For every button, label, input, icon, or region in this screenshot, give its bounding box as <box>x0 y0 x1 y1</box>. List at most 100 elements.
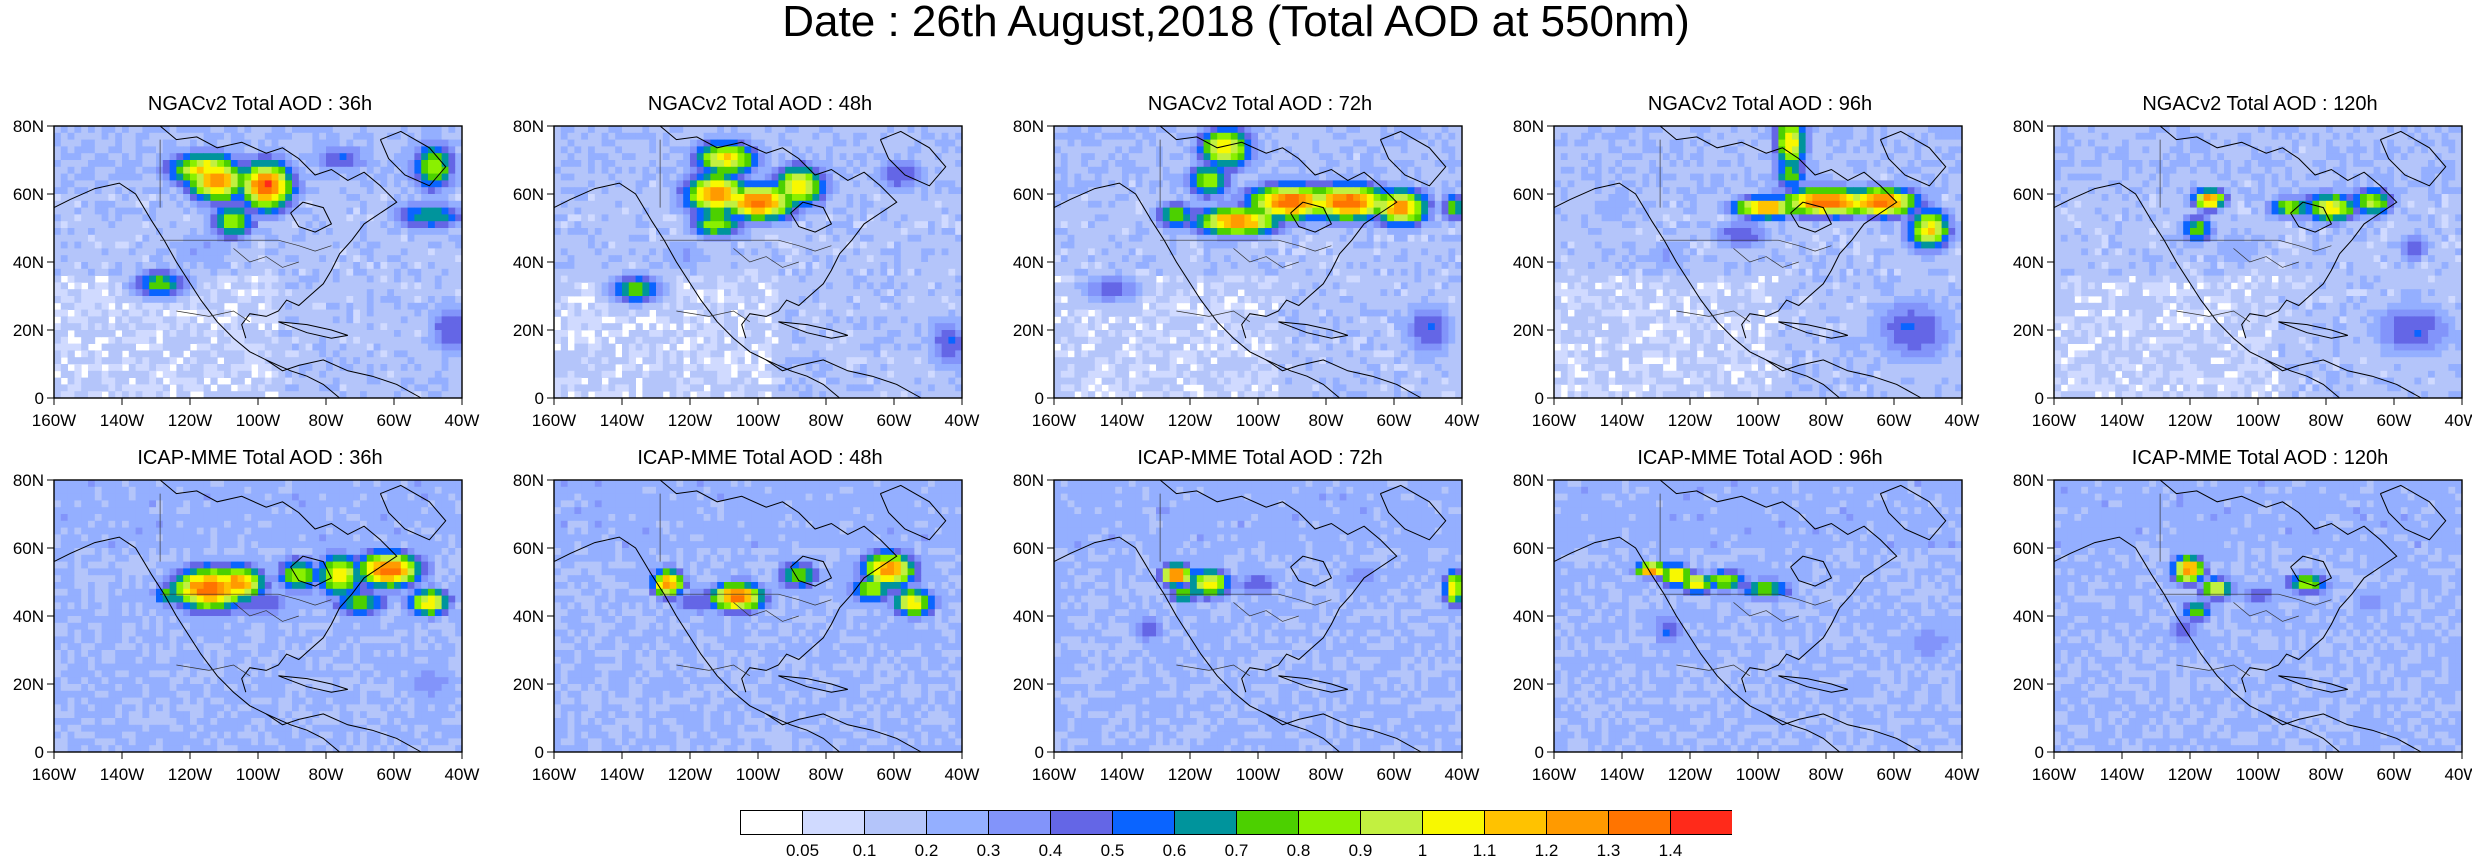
x-tick-label: 120W <box>668 411 712 430</box>
y-tick-label: 20N <box>13 321 44 340</box>
y-tick-label: 20N <box>1513 321 1544 340</box>
colorbar-box <box>1361 811 1423 835</box>
y-tick-label: 80N <box>513 117 544 136</box>
x-tick-label: 100W <box>1236 765 1280 784</box>
colorbar-label: 0.6 <box>1163 841 1187 860</box>
aod-field <box>1554 480 1962 752</box>
y-tick-label: 80N <box>1013 471 1044 490</box>
y-tick-label: 0 <box>1535 389 1544 408</box>
y-tick-label: 40N <box>2013 607 2044 626</box>
x-tick-label: 140W <box>1100 411 1144 430</box>
colorbar-box <box>1609 811 1671 835</box>
y-tick-label: 0 <box>535 389 544 408</box>
x-tick-label: 60W <box>2377 411 2412 430</box>
x-tick-label: 60W <box>1377 411 1412 430</box>
aod-field <box>54 126 462 398</box>
x-tick-label: 60W <box>1377 765 1412 784</box>
y-tick-label: 0 <box>35 389 44 408</box>
y-tick-label: 0 <box>35 743 44 762</box>
aod-field <box>554 126 962 398</box>
y-tick-label: 20N <box>513 321 544 340</box>
y-tick-label: 40N <box>1013 253 1044 272</box>
y-tick-label: 80N <box>2013 471 2044 490</box>
x-tick-label: 120W <box>2168 765 2212 784</box>
x-tick-label: 80W <box>1809 411 1844 430</box>
x-tick-label: 100W <box>2236 765 2280 784</box>
x-tick-label: 160W <box>1032 411 1076 430</box>
x-tick-label: 60W <box>877 411 912 430</box>
y-tick-label: 60N <box>1513 539 1544 558</box>
y-tick-label: 40N <box>513 607 544 626</box>
y-tick-label: 20N <box>1013 321 1044 340</box>
colorbar-box <box>1671 811 1733 835</box>
colorbar-label: 1.4 <box>1659 841 1683 860</box>
x-tick-label: 160W <box>532 765 576 784</box>
y-tick-label: 20N <box>1013 675 1044 694</box>
x-tick-label: 40W <box>2445 411 2472 430</box>
y-tick-label: 40N <box>513 253 544 272</box>
x-tick-label: 120W <box>2168 411 2212 430</box>
x-tick-label: 100W <box>1736 765 1780 784</box>
y-tick-label: 60N <box>13 185 44 204</box>
y-tick-label: 0 <box>535 743 544 762</box>
x-tick-label: 120W <box>168 411 212 430</box>
colorbar-box <box>1051 811 1113 835</box>
y-tick-label: 60N <box>1013 539 1044 558</box>
aod-field <box>2054 126 2462 398</box>
y-tick-label: 20N <box>13 675 44 694</box>
y-tick-label: 0 <box>1035 743 1044 762</box>
y-tick-label: 20N <box>2013 321 2044 340</box>
x-tick-label: 120W <box>168 765 212 784</box>
x-tick-label: 60W <box>377 411 412 430</box>
x-tick-label: 40W <box>445 765 480 784</box>
y-tick-label: 40N <box>13 607 44 626</box>
y-tick-label: 80N <box>1513 471 1544 490</box>
x-tick-label: 140W <box>100 411 144 430</box>
x-tick-label: 160W <box>1532 765 1576 784</box>
colorbar-label: 0.5 <box>1101 841 1125 860</box>
x-tick-label: 120W <box>668 765 712 784</box>
colorbar-box <box>989 811 1051 835</box>
x-tick-label: 80W <box>1809 765 1844 784</box>
x-tick-label: 60W <box>2377 765 2412 784</box>
colorbar-box <box>1485 811 1547 835</box>
colorbar-label: 1.2 <box>1535 841 1559 860</box>
y-tick-label: 0 <box>1035 389 1044 408</box>
colorbar-box <box>1113 811 1175 835</box>
y-tick-label: 40N <box>1513 607 1544 626</box>
x-tick-label: 140W <box>2100 411 2144 430</box>
colorbar-label: 1.1 <box>1473 841 1497 860</box>
y-tick-label: 60N <box>513 185 544 204</box>
y-tick-label: 20N <box>1513 675 1544 694</box>
x-tick-label: 40W <box>1445 765 1480 784</box>
y-tick-label: 40N <box>1513 253 1544 272</box>
x-tick-label: 120W <box>1668 765 1712 784</box>
x-tick-label: 140W <box>600 765 644 784</box>
colorbar-label: 0.8 <box>1287 841 1311 860</box>
colorbar-label: 0.4 <box>1039 841 1063 860</box>
colorbar-label: 0.1 <box>853 841 877 860</box>
x-tick-label: 80W <box>809 411 844 430</box>
y-tick-label: 60N <box>2013 185 2044 204</box>
aod-field <box>2054 480 2462 752</box>
x-tick-label: 40W <box>1445 411 1480 430</box>
x-tick-label: 140W <box>600 411 644 430</box>
x-tick-label: 80W <box>2309 765 2344 784</box>
colorbar-box <box>927 811 989 835</box>
x-tick-label: 100W <box>736 765 780 784</box>
y-tick-label: 80N <box>513 471 544 490</box>
x-tick-label: 80W <box>2309 411 2344 430</box>
x-tick-label: 40W <box>445 411 480 430</box>
colorbar-box <box>1299 811 1361 835</box>
x-tick-label: 120W <box>1168 765 1212 784</box>
x-tick-label: 120W <box>1668 411 1712 430</box>
x-tick-label: 60W <box>1877 765 1912 784</box>
main-title: Date : 26th August,2018 (Total AOD at 55… <box>0 0 2472 56</box>
